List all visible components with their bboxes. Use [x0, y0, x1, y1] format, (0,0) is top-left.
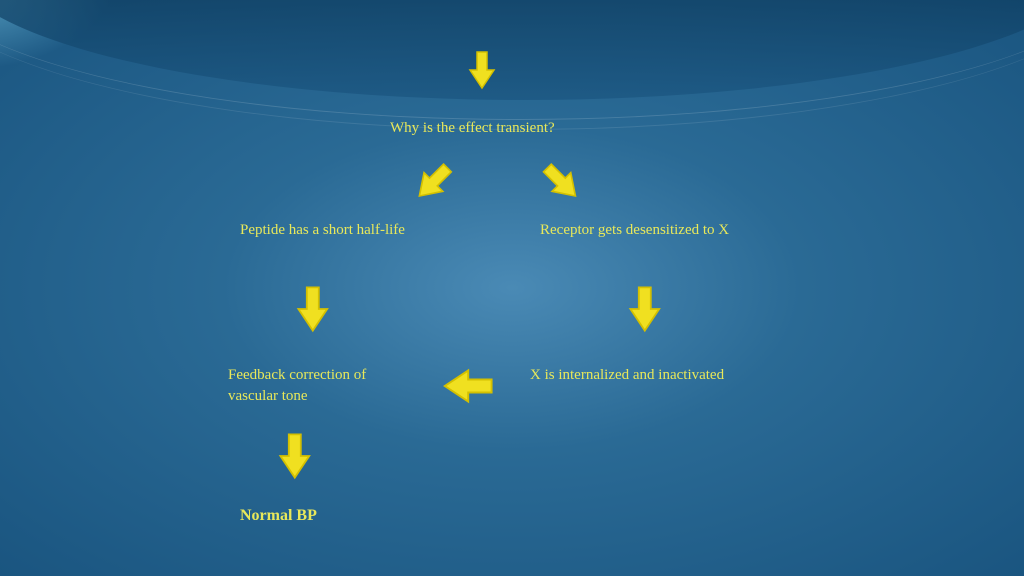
node-right1: Receptor gets desensitized to X	[540, 220, 729, 241]
node-left2-text: Feedback correction of vascular tone	[228, 367, 366, 404]
node-left1: Peptide has a short half-life	[240, 220, 420, 241]
node-result-text: Normal BP	[240, 507, 317, 524]
node-left2: Feedback correction of vascular tone	[228, 365, 418, 407]
arrow-left-down2	[278, 432, 312, 480]
node-left1-text: Peptide has a short half-life	[240, 222, 405, 238]
node-right2-text: X is internalized and inactivated	[530, 367, 724, 383]
node-right2: X is internalized and inactivated	[530, 365, 724, 386]
arrow-right-to-left	[442, 368, 494, 404]
node-right1-text: Receptor gets desensitized to X	[540, 222, 729, 238]
arrow-branch-left	[407, 156, 460, 209]
node-result: Normal BP	[240, 505, 317, 527]
node-title: Why is the effect transient?	[390, 118, 555, 139]
arrow-top-in	[468, 50, 496, 90]
arrow-branch-right	[535, 156, 588, 209]
node-title-text: Why is the effect transient?	[390, 120, 555, 136]
arrow-right-down1	[628, 285, 662, 333]
arrow-left-down1	[296, 285, 330, 333]
top-swoosh-line2	[0, 0, 1024, 130]
